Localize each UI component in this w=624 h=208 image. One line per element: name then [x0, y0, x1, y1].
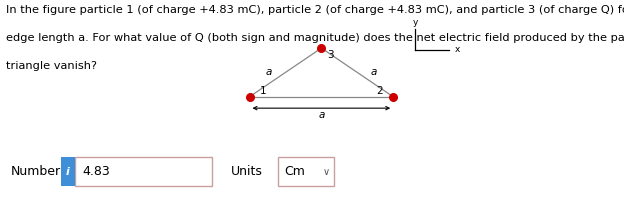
- FancyBboxPatch shape: [278, 157, 334, 186]
- Text: edge length a. For what value of Q (both sign and magnitude) does the net electr: edge length a. For what value of Q (both…: [6, 33, 624, 43]
- Text: ∨: ∨: [323, 167, 330, 177]
- Point: [388, 95, 398, 98]
- Point: [245, 95, 255, 98]
- Text: a: a: [371, 67, 378, 77]
- Point: [316, 46, 326, 50]
- Text: Cm: Cm: [284, 165, 305, 178]
- Text: triangle vanish?: triangle vanish?: [6, 61, 97, 71]
- Text: i: i: [66, 167, 70, 177]
- Text: Number: Number: [11, 165, 61, 178]
- FancyBboxPatch shape: [61, 157, 75, 186]
- Text: 3: 3: [328, 50, 334, 60]
- Text: x: x: [454, 45, 460, 54]
- Text: y: y: [412, 18, 417, 27]
- Text: Units: Units: [231, 165, 263, 178]
- Text: a: a: [265, 67, 272, 77]
- Text: 2: 2: [376, 86, 383, 96]
- FancyBboxPatch shape: [75, 157, 212, 186]
- Text: 4.83: 4.83: [82, 165, 110, 178]
- Text: 1: 1: [260, 86, 267, 96]
- Text: a: a: [318, 110, 324, 120]
- Text: In the figure particle 1 (of charge +4.83 mC), particle 2 (of charge +4.83 mC), : In the figure particle 1 (of charge +4.8…: [6, 5, 624, 15]
